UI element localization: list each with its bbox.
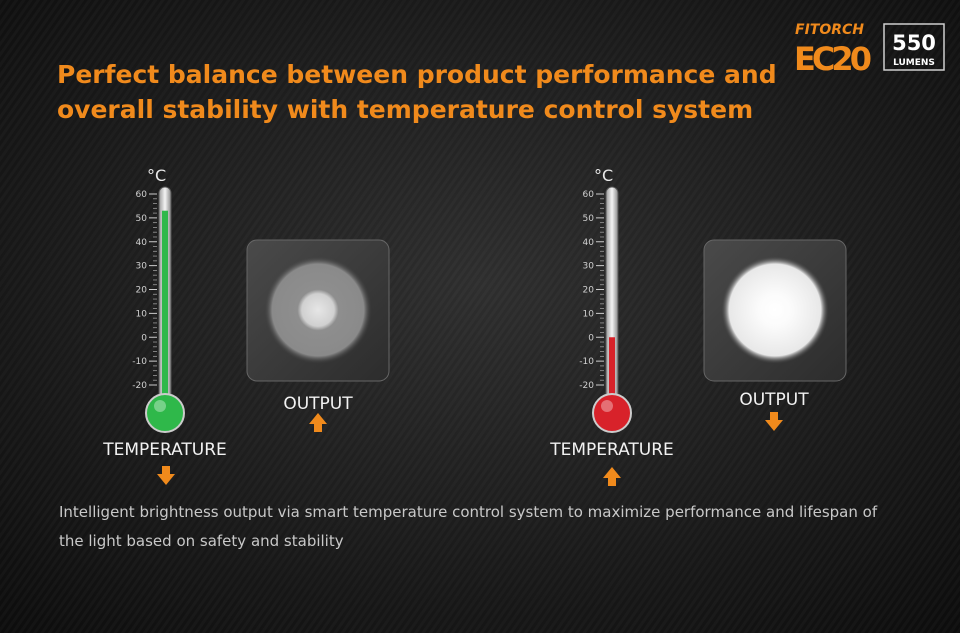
tick-label: 20 (136, 286, 148, 296)
unit: °C (594, 166, 613, 185)
bulb-highlight (601, 400, 613, 412)
tick-label: 0 (141, 333, 147, 343)
lumens-unit: LUMENS (893, 58, 935, 68)
tick-label: 0 (588, 333, 594, 343)
tick-label: -10 (579, 357, 594, 367)
tick-label: 40 (136, 238, 148, 248)
tick-label: 60 (136, 190, 148, 200)
tick-label: 40 (583, 238, 595, 248)
output-label: OUTPUT (739, 390, 809, 410)
model: EC20 (794, 40, 872, 78)
tick-label: -20 (132, 381, 147, 391)
thermometer-fill (609, 337, 615, 410)
tick-label: 50 (583, 214, 595, 224)
thermometer-bulb (592, 393, 632, 433)
tick-label: -20 (579, 381, 594, 391)
tick-label: 10 (583, 309, 595, 319)
bulb-highlight (154, 400, 166, 412)
tick-label: 60 (583, 190, 595, 200)
title-line: overall stability with temperature contr… (57, 95, 753, 124)
temperature-label: TEMPERATURE (102, 440, 227, 460)
temperature-label: TEMPERATURE (549, 440, 674, 460)
tick-label: 30 (136, 262, 148, 272)
beam-bright (721, 256, 829, 364)
tick-label: 50 (136, 214, 148, 224)
arrow-down (157, 466, 175, 485)
lumens-box (883, 23, 945, 71)
output-label: OUTPUT (283, 394, 353, 414)
lumens-value: 550 (892, 31, 936, 55)
tick-label: -10 (132, 357, 147, 367)
arrow-up (603, 467, 621, 486)
arrow-down (765, 412, 783, 431)
tick-label: 20 (583, 286, 595, 296)
thermometer-bulb (145, 393, 185, 433)
title-line: Perfect balance between product performa… (57, 60, 777, 89)
brand: FITORCH (795, 22, 864, 38)
arrow-up (309, 413, 327, 432)
tick-label: 10 (136, 309, 148, 319)
thermometer-fill (162, 210, 168, 410)
description: Intelligent brightness output via smart … (59, 503, 878, 521)
tick-label: 30 (583, 262, 595, 272)
beam-dim (264, 256, 372, 364)
description: the light based on safety and stability (59, 532, 344, 550)
unit: °C (147, 166, 166, 185)
